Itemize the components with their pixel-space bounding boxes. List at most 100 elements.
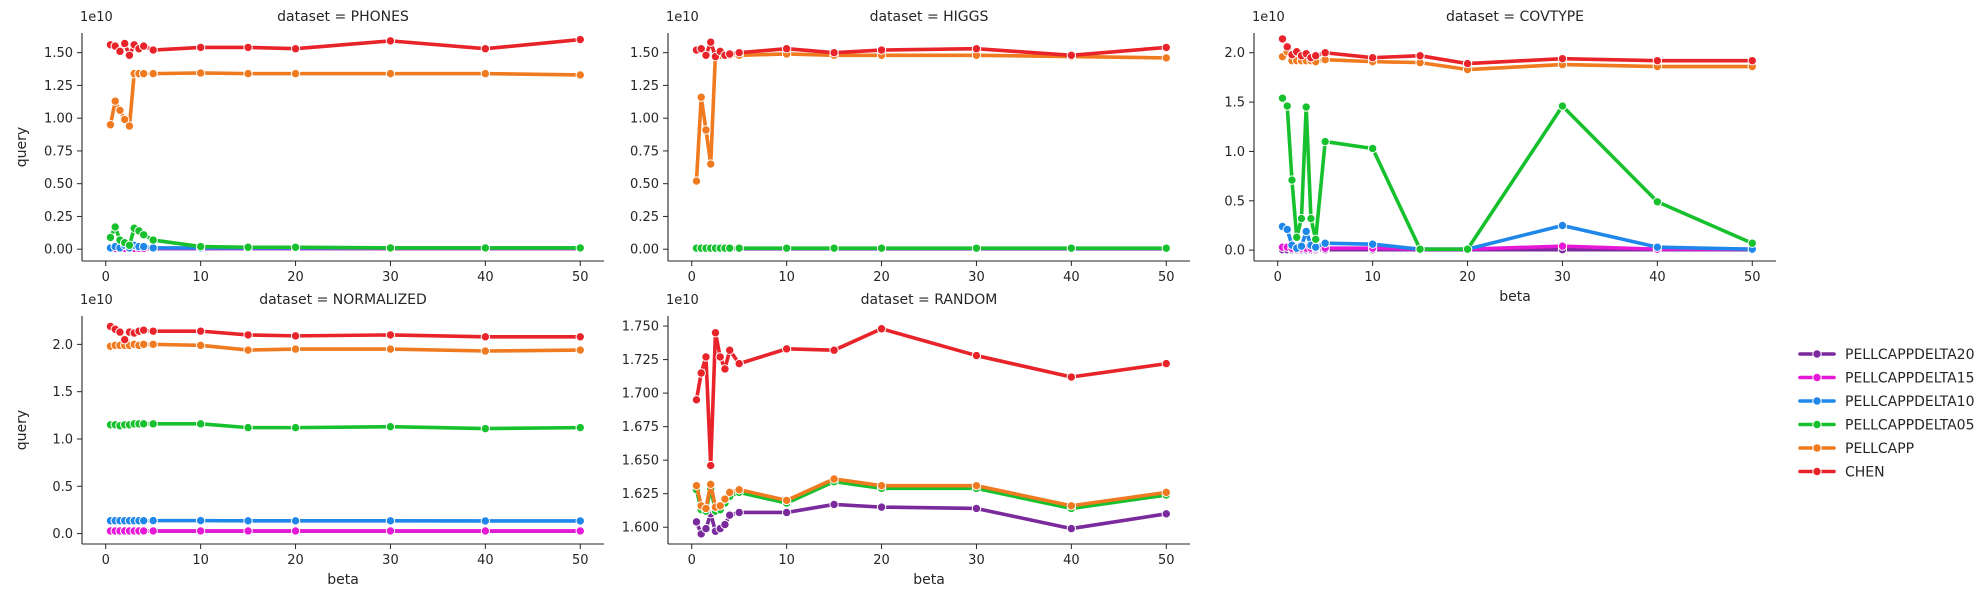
data-point — [195, 42, 206, 53]
panel-title: dataset = NORMALIZED — [259, 292, 427, 308]
data-point — [120, 334, 130, 345]
data-point — [120, 38, 130, 49]
data-point — [385, 36, 396, 46]
data-point — [1310, 51, 1321, 61]
data-point — [1557, 220, 1568, 231]
data-point — [701, 352, 711, 362]
data-point — [148, 243, 158, 253]
data-point — [138, 68, 149, 79]
panel-higgs: dataset = HIGGS 1e10 0 10 20 30 40 50 0.00 0.25 0.… — [630, 9, 1190, 285]
data-point — [1066, 50, 1077, 60]
x-axis-label: beta — [327, 572, 359, 588]
data-point — [148, 526, 158, 536]
x-tick-label: 20 — [287, 553, 304, 568]
y-tick-label: 1.675 — [622, 420, 659, 435]
x-tick-label: 30 — [968, 270, 985, 285]
panel-normalized: dataset = NORMALIZED 1e10 0 10 20 30 40 50 0.0 0.… — [14, 292, 604, 588]
x-tick-label: 40 — [477, 553, 494, 568]
data-point — [1320, 238, 1330, 248]
data-point — [706, 460, 716, 471]
data-point — [110, 96, 120, 106]
data-point — [971, 44, 982, 54]
data-point — [1310, 242, 1321, 252]
data-point — [971, 350, 982, 361]
y-tick-label: 1.0 — [52, 432, 73, 447]
data-point — [701, 503, 711, 514]
data-point — [1415, 244, 1425, 254]
data-point — [1277, 93, 1288, 103]
data-point — [290, 422, 301, 433]
data-point — [575, 34, 585, 45]
y-tick-label: 0.50 — [44, 177, 73, 192]
series-chen — [105, 321, 585, 345]
y-axis-offset-label: 1e10 — [80, 293, 113, 308]
y-tick-label: 1.00 — [44, 112, 73, 127]
data-point — [480, 332, 491, 342]
y-axis-offset-label: 1e10 — [80, 10, 113, 25]
data-point — [1462, 244, 1473, 254]
legend-label: PELLCAPPDELTA10 — [1845, 394, 1974, 410]
x-tick-label: 10 — [778, 270, 795, 285]
data-point — [1747, 238, 1757, 248]
x-tick-label: 20 — [1459, 270, 1476, 285]
data-point — [1557, 53, 1568, 64]
data-point — [385, 344, 396, 354]
data-point — [691, 176, 702, 186]
data-point — [734, 507, 744, 518]
data-point — [243, 42, 253, 53]
data-point — [148, 235, 158, 245]
data-point — [138, 516, 149, 526]
data-point — [1161, 243, 1171, 253]
data-point — [734, 484, 744, 495]
data-point — [1161, 42, 1171, 53]
data-point — [115, 105, 125, 116]
x-tick-label: 10 — [192, 553, 209, 568]
data-point — [290, 68, 301, 79]
data-point — [701, 125, 711, 135]
data-point — [715, 352, 725, 362]
x-tick-label: 50 — [572, 553, 589, 568]
legend-swatch-marker — [1812, 349, 1822, 359]
data-point — [691, 395, 702, 405]
data-point — [829, 474, 839, 484]
data-point — [1367, 52, 1378, 63]
data-point — [148, 45, 158, 55]
x-tick-label: 10 — [192, 270, 209, 285]
series-pellcappdelta05 — [105, 419, 585, 434]
data-point — [1282, 224, 1292, 235]
data-point — [876, 45, 887, 55]
data-point — [385, 516, 396, 526]
legend: PELLCAPPDELTA20 PELLCAPPDELTA15 PELLCAPPDE… — [1798, 347, 1974, 481]
data-point — [138, 241, 149, 252]
data-point — [1310, 234, 1321, 244]
series-chen — [691, 37, 1171, 62]
data-point — [148, 419, 158, 429]
data-point — [575, 526, 585, 536]
data-point — [138, 41, 149, 51]
data-point — [195, 526, 206, 536]
data-point — [195, 419, 206, 429]
y-tick-label: 1.725 — [622, 353, 659, 368]
data-point — [480, 423, 491, 434]
data-point — [1301, 226, 1311, 237]
data-point — [575, 345, 585, 355]
data-point — [724, 243, 735, 253]
data-point — [1066, 501, 1077, 511]
panel-covtype: dataset = COVTYPE 1e10 0 10 20 30 40 50 0.0 0.5 1.… — [1224, 9, 1776, 305]
data-point — [138, 339, 149, 350]
legend-label: PELLCAPP — [1845, 441, 1914, 457]
x-tick-label: 20 — [873, 553, 890, 568]
data-point — [1161, 53, 1171, 63]
series-pellcappdelta05 — [1277, 93, 1757, 254]
data-point — [1282, 42, 1292, 52]
data-point — [243, 330, 253, 340]
data-point — [691, 480, 702, 491]
data-point — [1462, 58, 1473, 69]
data-point — [290, 344, 301, 354]
y-tick-label: 1.5 — [1224, 96, 1245, 111]
y-tick-label: 1.5 — [52, 385, 73, 400]
x-tick-label: 0 — [688, 270, 696, 285]
x-tick-label: 30 — [382, 553, 399, 568]
